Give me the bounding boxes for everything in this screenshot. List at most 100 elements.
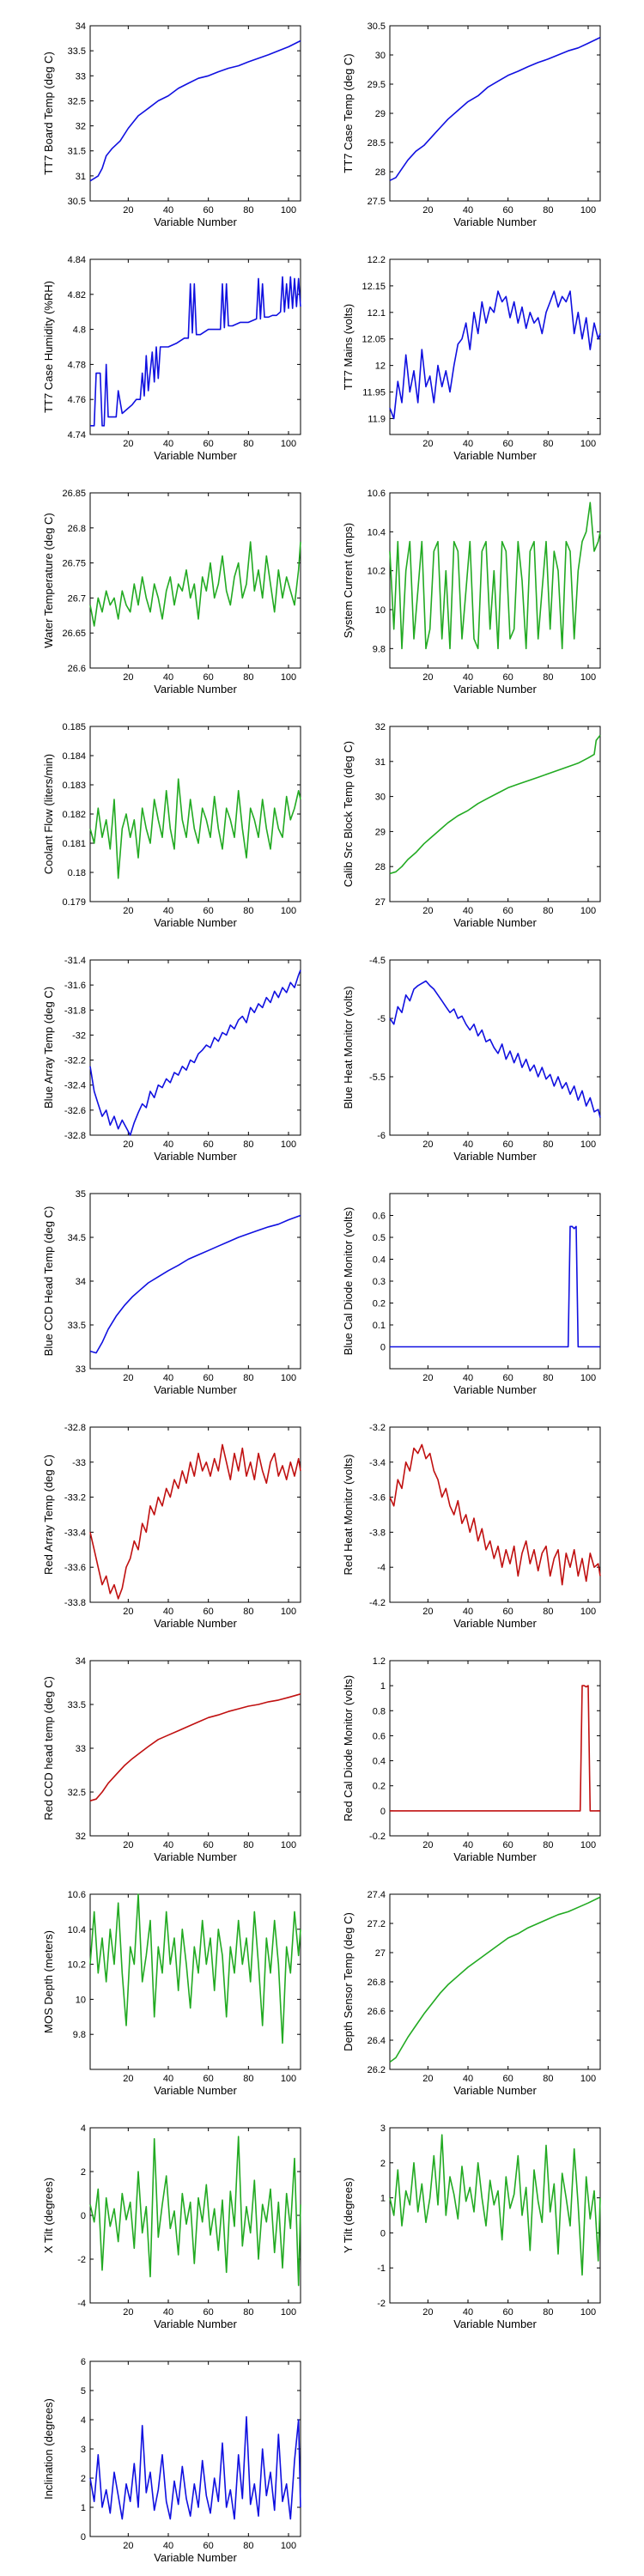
axes-box: [389, 726, 601, 902]
subplot-9: 20 40 60 80 100 -32.8 -32.6 -32.4 -32.2 -32 -31.8 -…: [42, 956, 301, 1163]
y-tick-label: 3: [380, 2123, 386, 2134]
y-tick-label: 27.2: [368, 1919, 386, 1929]
y-tick-label: 32.5: [68, 96, 86, 106]
y-tick-label: 3: [81, 2445, 86, 2455]
y-tick-label: 4.8: [73, 325, 86, 336]
x-axis-label: Variable Number: [453, 1150, 537, 1163]
y-tick-label: 11.9: [368, 414, 386, 424]
y-tick-label: 33: [76, 1364, 86, 1375]
y-tick-label: -31.6: [64, 981, 86, 991]
y-tick-label: 0.6: [373, 1731, 386, 1741]
x-tick-label: 20: [422, 2074, 433, 2084]
y-tick-label: 32.5: [68, 1788, 86, 1798]
x-tick-label: 100: [281, 439, 296, 449]
x-tick-label: 40: [163, 1373, 173, 1383]
y-tick-label: 26.4: [368, 2036, 386, 2046]
subplot-7: 20 40 60 80 100 0.179 0.18 0.181 0.182 0.183 0.184…: [42, 722, 301, 929]
x-tick-label: 100: [580, 672, 596, 683]
x-tick-label: 80: [543, 672, 553, 683]
axes-box: [89, 2360, 301, 2537]
x-tick-label: 40: [163, 1607, 173, 1617]
axes-box: [89, 726, 301, 902]
y-tick-label: -4: [77, 2299, 86, 2309]
y-tick-label: -3.8: [369, 1528, 386, 1538]
y-tick-label: 10.6: [368, 489, 386, 499]
axes-box: [89, 1426, 301, 1603]
y-axis-label: Coolant Flow (liters/min): [42, 754, 55, 874]
y-tick-label: 2: [380, 2159, 386, 2169]
x-tick-label: 20: [123, 906, 133, 916]
y-tick-label: 0.181: [62, 839, 86, 849]
subplot-14: 20 40 60 80 100 -4.2 -4 -3.8 -3.6 -3.4 -3.2 Variabl…: [342, 1423, 601, 1630]
x-axis-label: Variable Number: [453, 683, 537, 696]
x-tick-label: 20: [123, 205, 133, 216]
x-tick-label: 100: [281, 2074, 296, 2084]
series-line: [390, 1225, 600, 1348]
x-tick-label: 100: [281, 1840, 296, 1850]
x-tick-label: 40: [463, 906, 473, 916]
series-line: [89, 2136, 301, 2287]
y-axis-label: Red Cal Diode Monitor (volts): [342, 1675, 355, 1822]
y-axis-label: Red Heat Monitor (volts): [342, 1455, 355, 1576]
y-tick-label: -5.5: [369, 1072, 386, 1083]
x-axis-label: Variable Number: [154, 216, 237, 228]
x-tick-label: 100: [580, 2307, 596, 2318]
y-tick-label: 0.183: [62, 781, 86, 791]
axes-box: [89, 25, 301, 202]
x-tick-label: 40: [163, 205, 173, 216]
x-tick-label: 80: [543, 1840, 553, 1850]
y-tick-label: -32: [72, 1030, 86, 1041]
series-line: [390, 1685, 600, 1812]
series-line: [389, 980, 601, 1118]
series-line: [389, 1443, 601, 1586]
x-axis-label: Variable Number: [453, 916, 537, 929]
x-tick-label: 80: [543, 1139, 553, 1150]
series-line: [89, 1893, 301, 2044]
x-tick-label: 60: [204, 1840, 214, 1850]
axes-box: [389, 959, 601, 1136]
x-tick-label: 40: [463, 672, 473, 683]
subplot-16: 20 40 60 80 100 -0.2 0 0.2 0.4 0.6 0.8 1 1.2 Variable…: [342, 1656, 601, 1863]
y-tick-label: -33: [72, 1458, 86, 1468]
x-tick-label: 80: [243, 439, 253, 449]
y-tick-label: 10.4: [68, 1925, 86, 1935]
y-axis-label: Blue CCD Head Temp (deg C): [42, 1206, 55, 1357]
y-tick-label: 5: [81, 2386, 86, 2397]
x-tick-label: 100: [281, 1607, 296, 1617]
x-tick-label: 100: [281, 1373, 296, 1383]
y-tick-label: 0.8: [373, 1706, 386, 1716]
x-tick-label: 80: [243, 2074, 253, 2084]
y-tick-label: 12: [375, 361, 386, 372]
axes-box: [89, 1893, 301, 2070]
y-tick-label: 32: [375, 722, 386, 732]
y-tick-label: 0.1: [373, 1321, 386, 1331]
x-tick-label: 20: [422, 1139, 433, 1150]
x-tick-label: 20: [422, 1840, 433, 1850]
y-tick-label: 10: [375, 605, 386, 616]
y-axis-label: Water Temperature (deg C): [42, 513, 55, 648]
x-tick-label: 80: [543, 1373, 553, 1383]
x-tick-label: 20: [422, 672, 433, 683]
y-axis-label: Blue Heat Monitor (volts): [342, 986, 355, 1109]
series-line: [89, 39, 301, 182]
y-tick-label: 32: [76, 122, 86, 132]
x-tick-label: 40: [163, 439, 173, 449]
y-tick-label: 1: [81, 2503, 86, 2513]
subplot-8: 20 40 60 80 100 27 28 29 30 31 32 Variable Number Ca…: [342, 722, 601, 929]
x-tick-label: 40: [463, 2074, 473, 2084]
x-tick-label: 20: [422, 2307, 433, 2318]
y-tick-label: 4: [81, 2415, 86, 2426]
x-tick-label: 20: [123, 1607, 133, 1617]
x-tick-label: 20: [422, 1373, 433, 1383]
y-tick-label: 6: [81, 2357, 86, 2367]
x-axis-label: Variable Number: [453, 1850, 537, 1863]
x-axis-label: Variable Number: [453, 216, 537, 228]
y-axis-label: TT7 Mains (volts): [342, 304, 355, 390]
subplot-11: 20 40 60 80 100 33 33.5 34 34.5 35 Variable Number…: [42, 1189, 301, 1396]
axes-box: [389, 1426, 601, 1603]
series-line: [89, 778, 301, 879]
y-axis-label: System Current (amps): [342, 523, 355, 638]
y-tick-label: 27: [375, 897, 386, 908]
x-tick-label: 20: [123, 1139, 133, 1150]
x-tick-label: 40: [463, 1373, 473, 1383]
